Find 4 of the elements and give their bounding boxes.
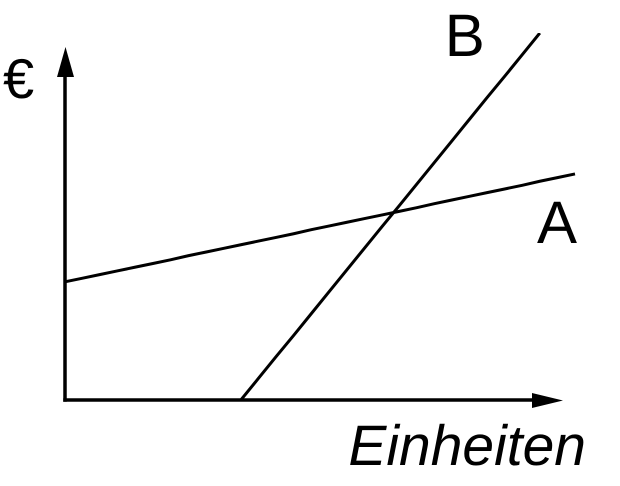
series-label: B xyxy=(444,2,485,69)
x-axis-title: Einheiten xyxy=(348,414,586,478)
y-axis-title: € xyxy=(3,47,34,110)
series-label: A xyxy=(536,188,578,256)
